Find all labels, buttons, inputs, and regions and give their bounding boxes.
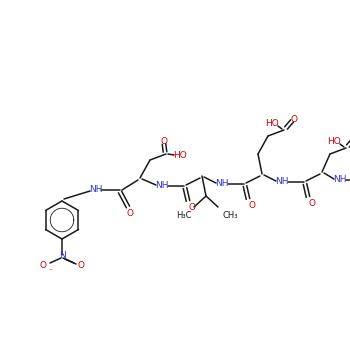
Text: O: O bbox=[40, 260, 47, 270]
Text: ⁻: ⁻ bbox=[48, 266, 52, 275]
Text: HO: HO bbox=[327, 138, 341, 147]
Text: NH: NH bbox=[89, 186, 103, 195]
Text: O: O bbox=[77, 261, 84, 271]
Text: O: O bbox=[290, 114, 298, 124]
Text: NH: NH bbox=[155, 182, 169, 190]
Text: O: O bbox=[189, 203, 196, 212]
Text: HO: HO bbox=[265, 119, 279, 128]
Text: HO: HO bbox=[173, 150, 187, 160]
Text: O: O bbox=[126, 210, 133, 218]
Text: O: O bbox=[248, 202, 256, 210]
Text: O: O bbox=[161, 136, 168, 146]
Text: H₃C: H₃C bbox=[176, 210, 192, 219]
Text: O: O bbox=[308, 199, 315, 209]
Text: NH: NH bbox=[333, 175, 347, 184]
Text: CH₃: CH₃ bbox=[222, 210, 238, 219]
Text: NH: NH bbox=[275, 177, 289, 187]
Text: NH: NH bbox=[215, 180, 229, 189]
Text: N: N bbox=[59, 251, 65, 259]
